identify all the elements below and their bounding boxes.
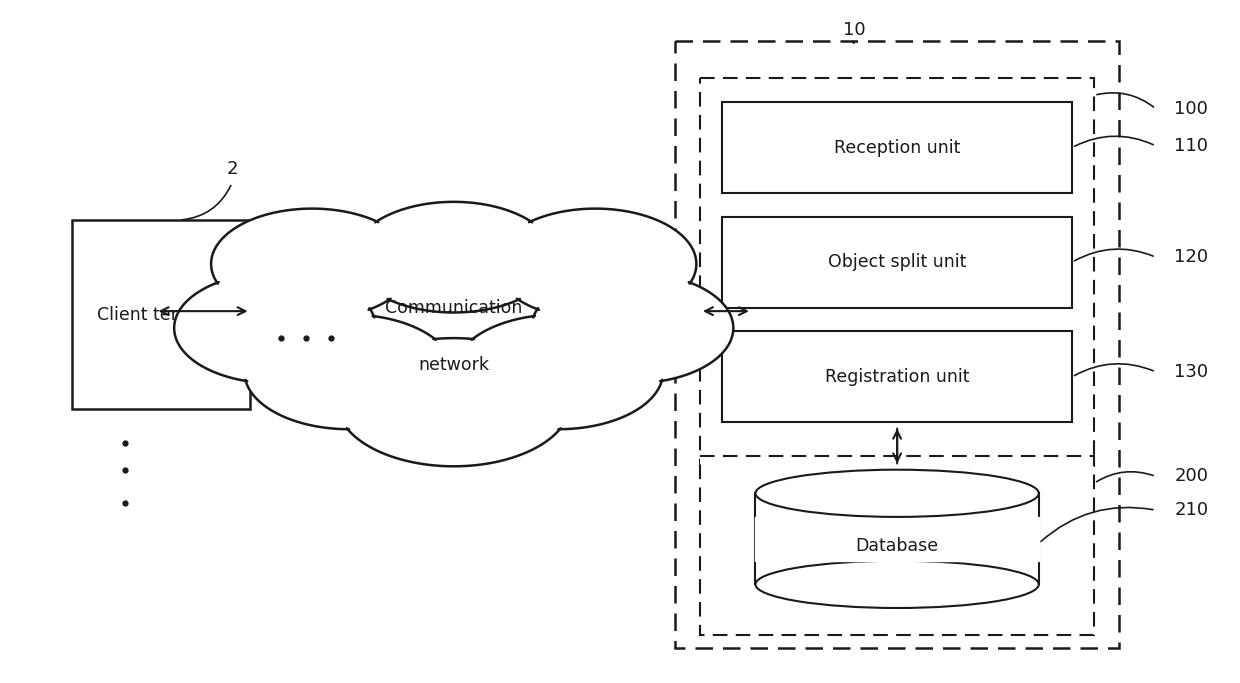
Bar (722, 331, 1073, 423)
Circle shape (352, 202, 554, 313)
Circle shape (174, 273, 376, 383)
Bar (722, 102, 1073, 193)
Text: Communication: Communication (386, 298, 522, 317)
Text: 2: 2 (226, 161, 238, 178)
Bar (722, 217, 1073, 308)
Text: 200: 200 (1174, 467, 1208, 486)
Circle shape (337, 338, 570, 466)
Text: Client terminal: Client terminal (97, 305, 226, 324)
Text: 100: 100 (1174, 100, 1208, 117)
Text: Reception unit: Reception unit (835, 139, 960, 156)
Text: 210: 210 (1174, 501, 1208, 519)
Text: Object split unit: Object split unit (828, 253, 966, 271)
Text: 130: 130 (1174, 363, 1208, 381)
Bar (676, 41, 1118, 648)
Bar (701, 79, 1094, 466)
Text: network: network (418, 356, 490, 374)
Bar (701, 456, 1094, 635)
Circle shape (454, 314, 663, 429)
Bar (72, 220, 250, 409)
Text: 110: 110 (1174, 137, 1208, 155)
Ellipse shape (755, 561, 1039, 608)
Circle shape (244, 314, 454, 429)
Text: 10: 10 (843, 20, 866, 39)
Circle shape (211, 208, 413, 319)
Bar (755, 493, 1039, 585)
Circle shape (531, 273, 733, 383)
Text: Database: Database (856, 537, 939, 555)
Text: 120: 120 (1174, 248, 1208, 266)
Ellipse shape (755, 470, 1039, 517)
Circle shape (495, 208, 697, 319)
Text: Registration unit: Registration unit (825, 368, 970, 386)
